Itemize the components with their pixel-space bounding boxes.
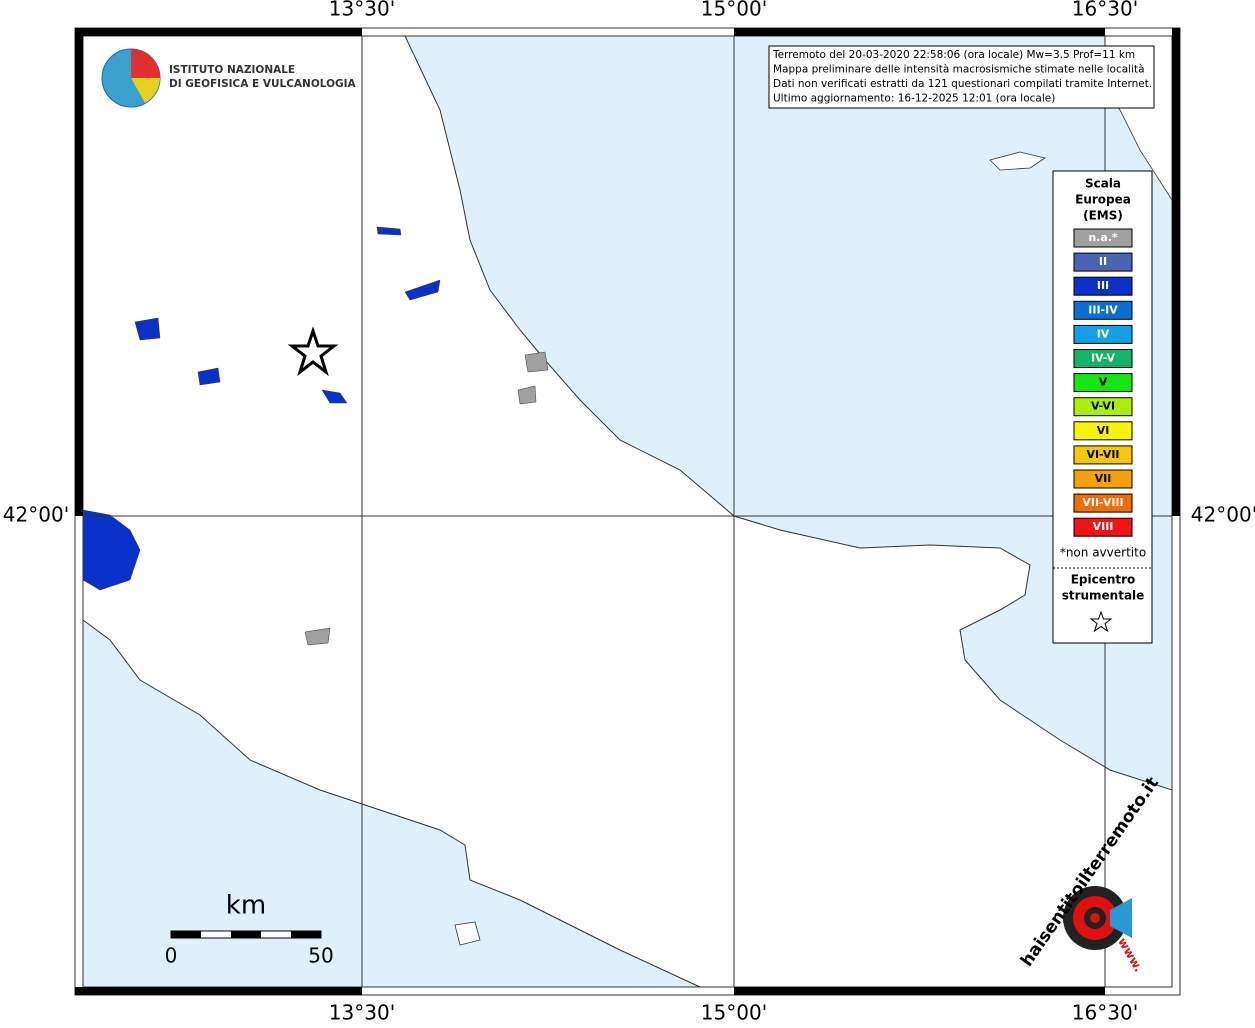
legend-label: III-IV <box>1088 303 1118 316</box>
sea <box>82 619 701 988</box>
longitude-label: 15°00' <box>701 1001 767 1025</box>
longitude-label: 13°30' <box>329 1001 395 1025</box>
legend-swatch <box>1073 300 1133 320</box>
legend-swatch <box>1073 373 1133 393</box>
ingv-logo <box>131 49 160 78</box>
scale-unit: km <box>226 891 266 921</box>
intensity-area <box>82 509 141 591</box>
scale-bar <box>170 930 322 939</box>
ingv-logo <box>131 78 160 103</box>
legend-swatch <box>1073 276 1133 296</box>
legend-label: IV-V <box>1091 352 1116 365</box>
longitude-label: 13°30' <box>329 0 395 21</box>
legend-epicenter: strumentale <box>1062 589 1145 603</box>
epicenter-star <box>287 326 339 377</box>
legend-swatch <box>1073 421 1133 441</box>
legend-label: V <box>1099 376 1108 389</box>
legend-label: VIII <box>1093 520 1114 533</box>
legend-swatch <box>1073 493 1133 513</box>
na-area <box>517 385 537 405</box>
legend-title: (EMS) <box>1083 209 1123 223</box>
logo-text: ISTITUTO NAZIONALE <box>169 64 295 76</box>
legend-swatch <box>1073 469 1133 489</box>
longitude-label: 16°30' <box>1072 1001 1138 1025</box>
legend-title: Europea <box>1075 193 1131 207</box>
site-logo <box>1063 886 1132 950</box>
info-line: Ultimo aggiornamento: 16-12-2025 12:01 (… <box>773 93 1055 105</box>
legend-swatch <box>1073 397 1133 417</box>
intensity-area <box>376 226 402 236</box>
legend-note: *non avvertito <box>1060 546 1146 560</box>
info-box <box>768 45 1155 109</box>
na-area <box>304 627 331 646</box>
logo-text: DI GEOFISICA E VULCANOLOGIA <box>169 78 357 90</box>
info-line: Mappa preliminare delle intensità macros… <box>773 64 1145 76</box>
legend-star <box>1089 610 1113 633</box>
legend-title: Scala <box>1085 177 1121 191</box>
longitude-label: 16°30' <box>1072 0 1138 21</box>
latitude-label: 42°00' <box>3 503 69 527</box>
legend-label: III <box>1097 279 1109 292</box>
sea <box>404 35 1173 791</box>
legend-swatch <box>1073 445 1133 465</box>
intensity-area <box>321 389 348 404</box>
frame-ticks <box>75 28 1180 995</box>
info-line: Dati non verificati estratti da 121 ques… <box>773 78 1152 90</box>
intensity-area <box>134 317 161 341</box>
legend-swatch <box>1073 228 1133 248</box>
legend-label: V-VI <box>1091 400 1115 413</box>
island <box>454 921 481 946</box>
legend-label: n.a.* <box>1088 231 1118 244</box>
legend-label: IV <box>1097 327 1110 340</box>
legend-label: VII <box>1095 472 1112 485</box>
intensity-area <box>197 367 221 386</box>
intensity-area <box>404 279 441 301</box>
legend-epicenter: Epicentro <box>1071 573 1136 587</box>
island <box>989 151 1046 171</box>
legend-label: VII-VIII <box>1082 496 1123 509</box>
longitude-label: 15°00' <box>701 0 767 21</box>
legend-label: VI <box>1097 424 1110 437</box>
scale-tick: 50 <box>308 944 333 968</box>
scale-tick: 0 <box>165 944 178 968</box>
legend-label: VI-VII <box>1086 448 1119 461</box>
latitude-label: 42°00' <box>1191 503 1255 527</box>
legend-label: II <box>1099 255 1107 268</box>
legend-swatch <box>1073 517 1133 537</box>
na-area <box>524 351 549 373</box>
legend-swatch <box>1073 349 1133 368</box>
legend-swatch <box>1073 324 1133 344</box>
info-line: Terremoto del 20-03-2020 22:58:06 (ora l… <box>772 49 1135 61</box>
legend-swatch <box>1073 252 1133 272</box>
